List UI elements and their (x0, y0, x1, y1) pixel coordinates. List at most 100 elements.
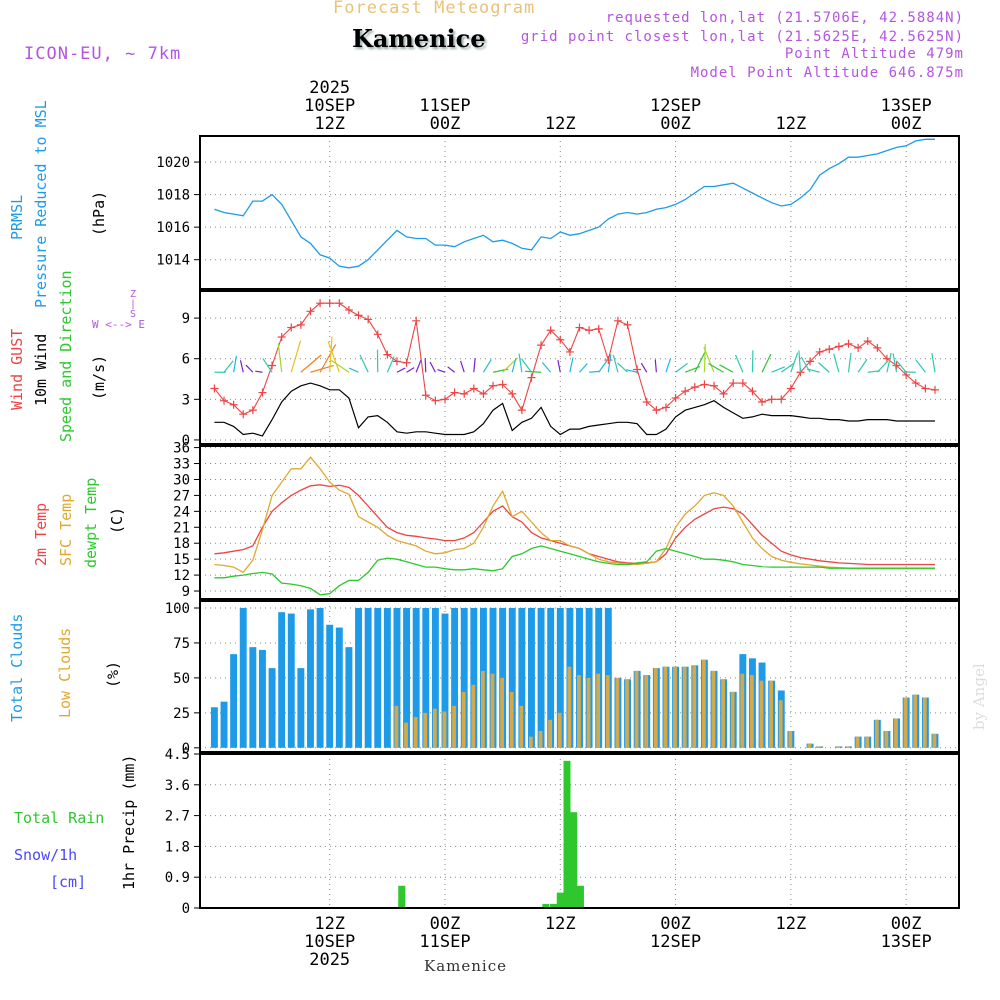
gust-point (748, 387, 757, 396)
total-cloud-bar (345, 647, 353, 748)
time-label-top: 00Z (891, 114, 922, 134)
total-cloud-bar (451, 607, 459, 748)
time-label-top: 13SEP (881, 96, 932, 116)
time-label-bottom: 00Z (430, 914, 461, 934)
low-cloud-bar (605, 675, 610, 748)
chart-title: Kamenice (352, 24, 486, 53)
y-tick-label: 0.9 (165, 870, 190, 886)
low-cloud-bar (836, 746, 841, 748)
gust-point (565, 347, 574, 356)
gust-point (489, 381, 498, 390)
low-cloud-bar (596, 673, 601, 748)
wind-direction-arrow (771, 366, 786, 373)
y-tick-label: 0 (182, 741, 190, 757)
low-cloud-bar (615, 677, 620, 748)
compass-we: W <--> E (92, 318, 145, 331)
gust-point (373, 330, 382, 339)
closest-coords: grid point closest lon,lat (21.5625E, 42… (520, 29, 964, 45)
gust-point (268, 361, 277, 370)
model-label: ICON-EU, ~ 7km (24, 44, 182, 64)
wind-direction-arrow (569, 357, 574, 373)
total-cloud-bar (258, 649, 266, 748)
gust-point (450, 388, 459, 397)
pressure-line (214, 138, 935, 269)
gust-point (786, 384, 795, 393)
total-cloud-bar (422, 607, 430, 748)
gust-point (364, 315, 373, 324)
low-cloud-bar (442, 711, 447, 748)
wind-direction-arrow (223, 360, 234, 373)
low-cloud-bar (471, 684, 476, 748)
low-cloud-bar (903, 697, 908, 748)
rain-bar (563, 760, 571, 908)
total-cloud-bar (431, 607, 439, 748)
gust-point (421, 391, 430, 400)
low-cloud-bar (432, 708, 437, 748)
low-cloud-bar (557, 712, 562, 748)
y-tick-label: 25 (173, 706, 190, 722)
gust-point (575, 323, 584, 332)
y-tick-label: 2.7 (165, 809, 190, 825)
gust-point (556, 335, 565, 344)
low-cloud-bar (701, 659, 706, 748)
y-tick-label: 1020 (156, 155, 190, 171)
gust-point (604, 356, 613, 365)
total-cloud-bar (268, 668, 276, 748)
wind-direction-arrow (330, 359, 350, 373)
time-label-top: 00Z (430, 114, 461, 134)
temp-unit: (C) (108, 506, 126, 534)
gust-point (719, 389, 728, 398)
wind-unit: (m/s) (90, 354, 108, 400)
low-cloud-bar (509, 691, 514, 748)
gust-point (392, 357, 401, 366)
low-cloud-bar (538, 731, 543, 748)
total-cloud-bar (307, 609, 314, 748)
wind-direction-arrow (239, 360, 244, 373)
wind-label: 10m Wind (32, 333, 50, 406)
low-cloud-bar (846, 746, 850, 748)
wind-direction-arrow (892, 353, 898, 373)
prmsl-label: PRMSL (8, 194, 26, 240)
y-tick-label: 1014 (156, 253, 190, 269)
total-cloud-bar (239, 607, 247, 748)
total-cloud-bar (508, 607, 516, 748)
gust-point (873, 343, 882, 352)
gust-point (229, 400, 238, 409)
gust-point (633, 365, 642, 374)
wind-direction-arrow (640, 362, 648, 373)
wind-direction-arrow (857, 358, 868, 373)
clouds-unit: (%) (104, 660, 122, 688)
low-cloud-bar (634, 670, 639, 748)
wind-direction-arrow (359, 354, 369, 373)
gust-line (213, 302, 936, 415)
gust-point (335, 299, 344, 308)
low-cloud-bar (413, 717, 418, 748)
time-label-top: 12Z (776, 114, 807, 134)
total-cloud-bar (230, 654, 238, 748)
y-tick-label: 33 (173, 457, 190, 473)
temp2m-line (214, 484, 935, 566)
temperature-panel (214, 456, 935, 596)
low-cloud-bar (922, 697, 927, 748)
clouds-panel (210, 607, 939, 748)
low-cloud-bar (807, 743, 812, 748)
precip-panel (200, 760, 959, 909)
low-cloud-bar (884, 731, 889, 748)
wind-direction-arrow (511, 358, 517, 373)
low-cloud-bar (749, 675, 754, 748)
panel-frame (199, 600, 960, 753)
gust-point (460, 389, 469, 398)
wind-line (214, 382, 935, 437)
wind-direction-arrow (406, 367, 415, 373)
wind-direction-arrow (780, 362, 795, 373)
pressure-unit: (hPa) (90, 190, 108, 236)
pressure-panel (214, 138, 935, 269)
wind-direction-arrow (654, 359, 657, 373)
time-label-bottom: 10SEP (304, 932, 355, 952)
gust-point (258, 388, 267, 397)
low-cloud-bar (663, 666, 668, 748)
gust-point (834, 342, 843, 351)
wind-direction-arrow (415, 360, 422, 373)
low-cloud-bar (894, 718, 898, 748)
low-cloud-bar (394, 705, 399, 748)
